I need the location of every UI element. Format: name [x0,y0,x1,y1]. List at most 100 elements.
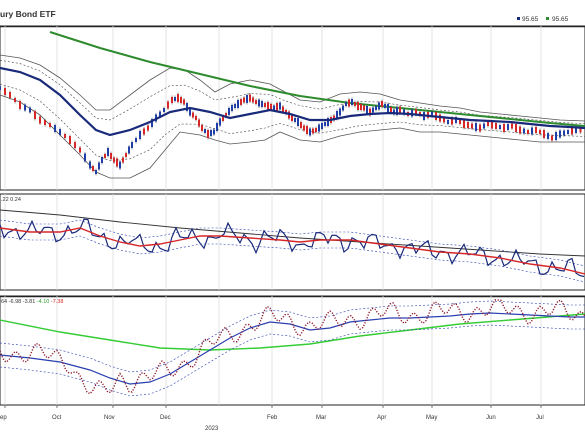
long-moving-average [49,31,585,127]
price-bar [0,86,1,90]
price-bar [396,107,398,115]
price-bar [64,134,66,138]
x-tick-label: Apr [377,415,386,421]
price-bar [499,125,501,129]
price-bar [503,124,505,132]
price-bar [491,121,493,129]
price-bar [351,99,353,105]
price-bar [300,122,302,128]
price-bar [471,123,473,129]
price-bar [288,111,290,119]
price-bar [128,146,130,154]
price-bar [563,130,565,136]
x-tick-label: Feb [267,415,278,421]
price-bar [135,138,137,142]
price-bar [579,128,582,133]
x-tick-label: Jun [486,415,496,421]
price-bar [303,125,305,131]
price-bar [95,170,97,174]
price-bar [104,154,106,158]
price-bar [213,129,215,135]
price-bar [297,118,299,126]
price-bar [89,161,91,169]
macd-band-lower [0,324,585,397]
price-bar [264,103,266,107]
price-bar [455,117,457,123]
price-bar [113,157,115,163]
price-bar [384,104,386,108]
price-bar [309,128,311,136]
macd-line [0,299,585,395]
price-bar [116,158,118,167]
price-bar [255,100,257,104]
price-bar [291,115,293,121]
x-tick-label: Mar [316,415,326,421]
price-bar [29,107,31,113]
price-bar [186,103,188,111]
price-bar [34,111,36,119]
price-bar [59,129,61,135]
price-bar [131,142,133,148]
x-tick-label: Jul [536,415,544,421]
x-tick-label: ep [0,415,7,421]
legend-swatch-1 [517,17,520,20]
price-bar [234,104,236,108]
x-tick-label: May [426,415,437,421]
price-bar [69,136,71,144]
price-bar [366,106,368,114]
price-bar [327,118,329,126]
price-bar [219,118,221,126]
macd-label-part: -7.38 [49,299,63,305]
price-bar [378,102,380,110]
price-bar [431,111,433,117]
price-bar [198,119,200,127]
price-bar [101,157,103,163]
price-bar [415,109,417,115]
price-bar [399,106,401,114]
price-bar [339,108,341,116]
legend-swatch-2 [546,17,549,20]
price-bar [447,120,449,124]
macd-signal-line [0,312,585,385]
last-price-label-1: 95.65 [522,16,539,23]
price-bar [231,105,233,111]
price-bar [363,105,365,111]
price-bar [459,120,461,124]
macd-label-part: -4.10 [35,299,49,305]
rsi-line [0,218,585,278]
price-bar [252,97,254,103]
price-bar [354,102,356,106]
price-bar [207,130,209,138]
price-bar [151,119,153,127]
rsi-band-lower [0,235,585,283]
price-bar [571,127,573,135]
price-bar [19,101,21,109]
price-bar [9,92,11,98]
price-bar [195,116,197,120]
price-bar [357,102,359,110]
price-bar [192,112,194,118]
price-bar [360,104,362,110]
bollinger-upper [0,54,585,122]
price-bar [285,110,287,114]
price-bar [475,123,477,131]
price-bar [539,130,541,134]
panel-frame [0,193,585,291]
panel-frame [0,25,585,191]
price-bar [390,107,392,113]
price-bar [44,120,46,125]
price-bar [393,109,395,115]
price-bar [246,95,248,103]
price-bar [174,97,176,101]
price-bar [79,147,81,153]
rsi-band-upper [0,219,585,267]
price-bar [403,109,405,115]
price-bar [270,104,272,110]
price-bar [167,101,169,109]
price-bar [273,105,275,111]
chart-title: ury Bond ETF [0,9,56,19]
price-bar [258,99,260,107]
price-bar [527,130,529,134]
price-bar [381,101,383,107]
